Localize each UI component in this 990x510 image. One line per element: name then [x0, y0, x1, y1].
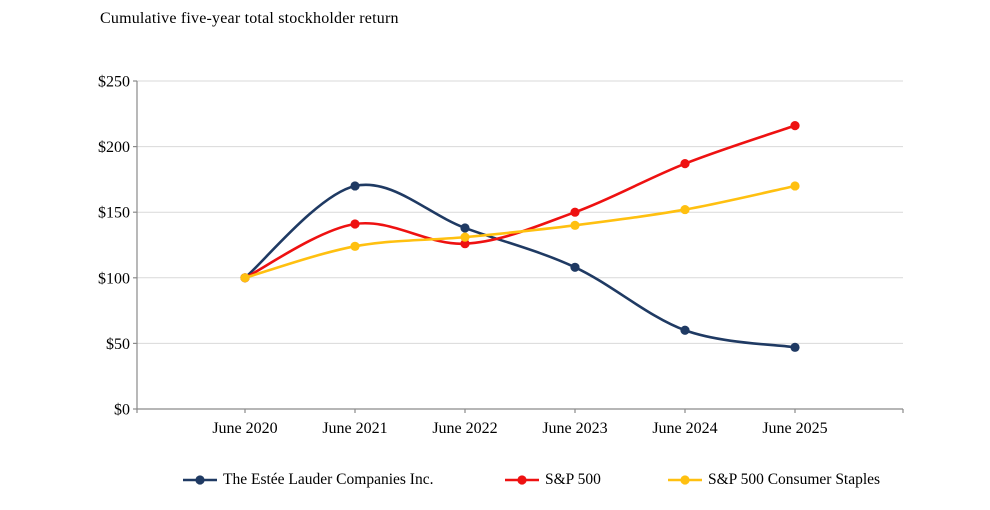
data-point-s-p-500 [790, 121, 800, 131]
y-tick-label: $250 [98, 74, 130, 91]
series-line-the-est-e-lauder-companies-inc [243, 183, 797, 349]
y-tick-label: $200 [98, 139, 130, 156]
legend-marker-sp500 [505, 475, 539, 485]
x-tick-label: June 2025 [762, 420, 827, 437]
data-point-s-p-500-consumer-staples [680, 204, 690, 215]
y-tick-label: $0 [114, 402, 130, 419]
x-tick-label: June 2024 [652, 420, 717, 437]
data-point-s-p-500 [460, 239, 470, 249]
legend-marker-estee-lauder [183, 475, 217, 485]
data-point-s-p-500 [680, 159, 690, 169]
data-point-s-p-500 [350, 219, 360, 229]
y-tick-label: $100 [98, 270, 130, 287]
data-point-the-est-e-lauder-companies-inc [350, 181, 360, 191]
data-point-s-p-500-consumer-staples [350, 241, 360, 251]
data-point-the-est-e-lauder-companies-inc [680, 325, 690, 335]
legend-item-estee-lauder: The Estée Lauder Companies Inc. [183, 471, 433, 489]
series-line-s-p-500 [243, 124, 797, 280]
data-point-s-p-500-consumer-staples [460, 232, 470, 242]
y-tick-label: $50 [106, 336, 130, 353]
data-point-s-p-500-consumer-staples [790, 181, 800, 191]
data-point-s-p-500-consumer-staples [240, 273, 250, 283]
data-point-the-est-e-lauder-companies-inc [460, 223, 470, 233]
legend-marker-sp500-consumer-staples [668, 475, 702, 485]
legend-item-sp500: S&P 500 [505, 471, 601, 489]
chart-legend: The Estée Lauder Companies Inc. S&P 500 … [0, 471, 990, 495]
legend-label-sp500: S&P 500 [545, 471, 601, 488]
y-tick-label: $150 [98, 205, 130, 222]
legend-label-estee-lauder: The Estée Lauder Companies Inc. [223, 471, 434, 488]
data-point-s-p-500-consumer-staples [570, 220, 580, 230]
legend-label-sp500-consumer-staples: S&P 500 Consumer Staples [708, 471, 881, 488]
data-point-the-est-e-lauder-companies-inc [570, 262, 580, 272]
x-tick-label: June 2023 [542, 420, 607, 437]
x-tick-label: June 2021 [322, 420, 387, 437]
data-point-the-est-e-lauder-companies-inc [790, 342, 800, 352]
data-point-s-p-500 [570, 207, 580, 217]
x-tick-label: June 2020 [212, 420, 277, 437]
chart-title: Cumulative five-year total stockholder r… [100, 10, 399, 27]
series-line-s-p-500-consumer-staples [243, 184, 797, 280]
legend-item-sp500-consumer-staples: S&P 500 Consumer Staples [668, 471, 880, 489]
chart-plot-area: $0 $50 $100 $150 $200 $250 June 2020 June 2021 J… [98, 74, 904, 437]
x-tick-label: June 2022 [432, 420, 497, 437]
